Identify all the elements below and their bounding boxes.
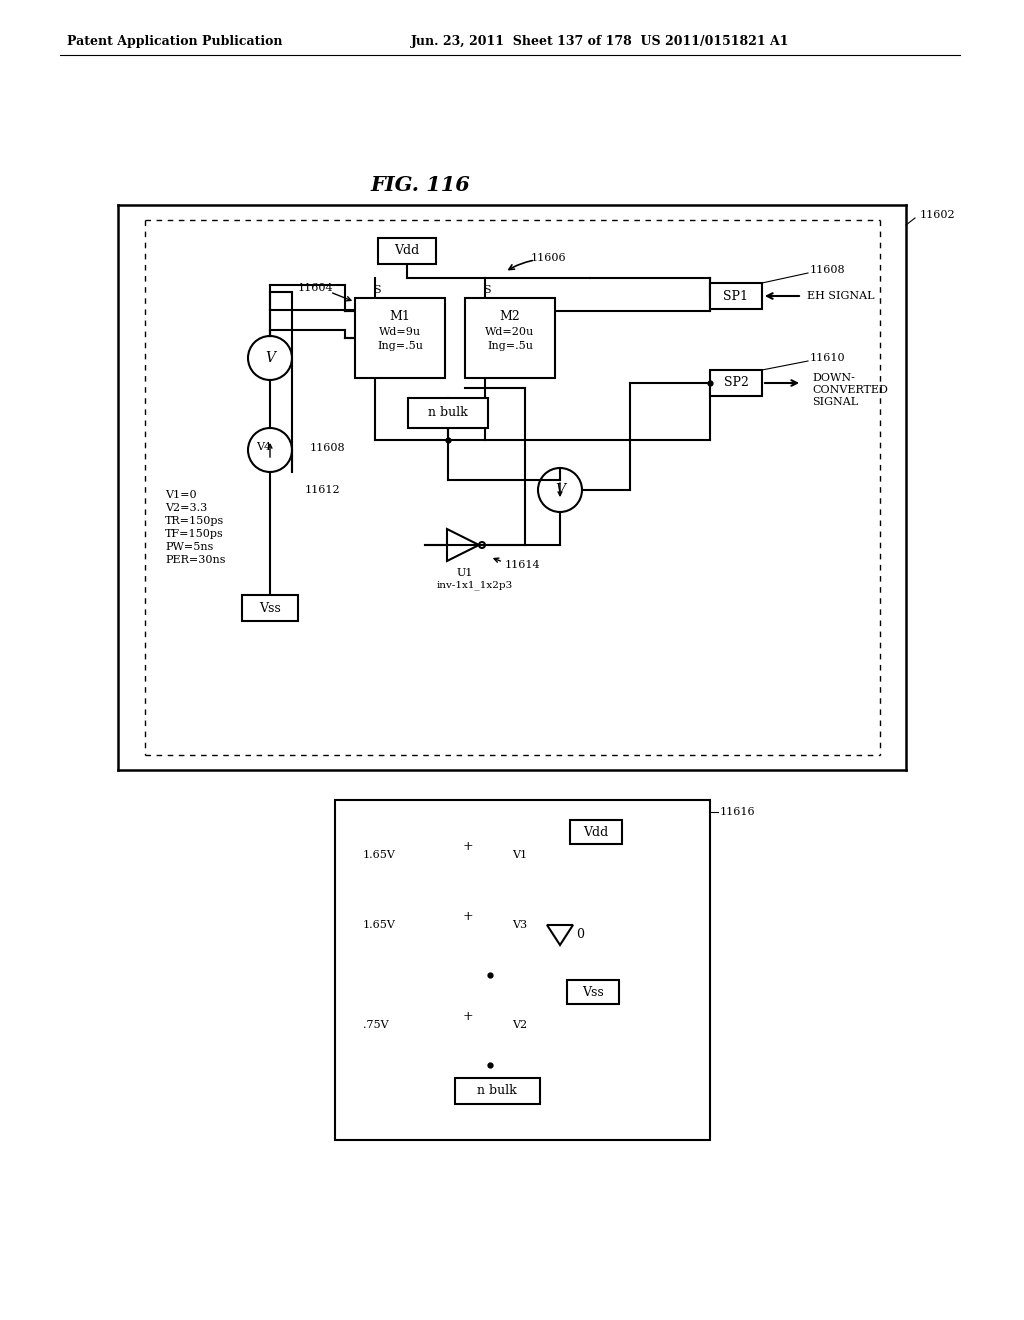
Text: Wd=9u: Wd=9u	[379, 327, 421, 337]
Text: V2: V2	[512, 1020, 527, 1030]
Text: 11608: 11608	[310, 444, 346, 453]
Bar	[710, 370, 762, 396]
Text: 11602: 11602	[920, 210, 955, 220]
Text: SP2: SP2	[724, 376, 749, 389]
Text: Ing=.5u: Ing=.5u	[377, 341, 423, 351]
Text: V: V	[555, 483, 565, 498]
Bar	[567, 979, 618, 1005]
Bar	[710, 282, 762, 309]
Text: 11616: 11616	[720, 807, 756, 817]
Text: U1: U1	[457, 568, 473, 578]
Text: V3: V3	[512, 920, 527, 931]
Text: inv-1x1_1x2p3: inv-1x1_1x2p3	[437, 581, 513, 590]
Text: V1=0: V1=0	[165, 490, 197, 500]
Text: TF=150ps: TF=150ps	[165, 529, 224, 539]
Text: PER=30ns: PER=30ns	[165, 554, 225, 565]
Bar	[570, 820, 622, 843]
Text: S: S	[483, 285, 490, 294]
Text: Jun. 23, 2011  Sheet 137 of 178  US 2011/0151821 A1: Jun. 23, 2011 Sheet 137 of 178 US 2011/0…	[411, 36, 790, 49]
Text: DOWN-: DOWN-	[812, 374, 855, 383]
Text: Patent Application Publication: Patent Application Publication	[68, 36, 283, 49]
Text: 11604: 11604	[297, 282, 333, 293]
Text: Vdd: Vdd	[584, 825, 608, 838]
Bar	[242, 595, 298, 620]
Text: 11610: 11610	[810, 352, 846, 363]
Text: V: V	[265, 351, 275, 366]
Text: 11606: 11606	[530, 253, 566, 263]
Text: +: +	[463, 840, 473, 853]
Text: 1.65V: 1.65V	[362, 850, 396, 861]
Text: SP1: SP1	[724, 289, 749, 302]
Text: V4: V4	[256, 442, 271, 451]
Bar	[335, 800, 710, 1140]
Text: V1: V1	[512, 850, 527, 861]
Bar	[408, 399, 488, 428]
Text: Vss: Vss	[259, 602, 281, 615]
Bar	[378, 238, 436, 264]
Text: TR=150ps: TR=150ps	[165, 516, 224, 525]
Text: M1: M1	[389, 309, 411, 322]
Text: +: +	[463, 909, 473, 923]
Text: FIG. 116: FIG. 116	[370, 176, 470, 195]
Text: 1.65V: 1.65V	[362, 920, 396, 931]
Text: Vss: Vss	[582, 986, 604, 998]
Text: Ing=.5u: Ing=.5u	[487, 341, 534, 351]
Bar	[465, 298, 555, 378]
Text: Wd=20u: Wd=20u	[485, 327, 535, 337]
Text: 0: 0	[575, 928, 584, 941]
Text: 11608: 11608	[810, 265, 846, 275]
Text: n bulk: n bulk	[477, 1085, 517, 1097]
Text: S: S	[373, 285, 381, 294]
Text: SIGNAL: SIGNAL	[812, 397, 858, 407]
Bar	[455, 1078, 540, 1104]
Text: +: +	[463, 1010, 473, 1023]
Text: n bulk: n bulk	[428, 407, 468, 420]
Text: 11612: 11612	[305, 484, 341, 495]
Text: V2=3.3: V2=3.3	[165, 503, 207, 513]
Text: 11614: 11614	[505, 560, 541, 570]
Bar	[355, 298, 445, 378]
Text: CONVERTED: CONVERTED	[812, 385, 888, 395]
Text: Vdd: Vdd	[394, 244, 420, 257]
Text: .75V: .75V	[362, 1020, 389, 1030]
Text: M2: M2	[500, 309, 520, 322]
Text: EH SIGNAL: EH SIGNAL	[807, 290, 874, 301]
Text: PW=5ns: PW=5ns	[165, 543, 213, 552]
